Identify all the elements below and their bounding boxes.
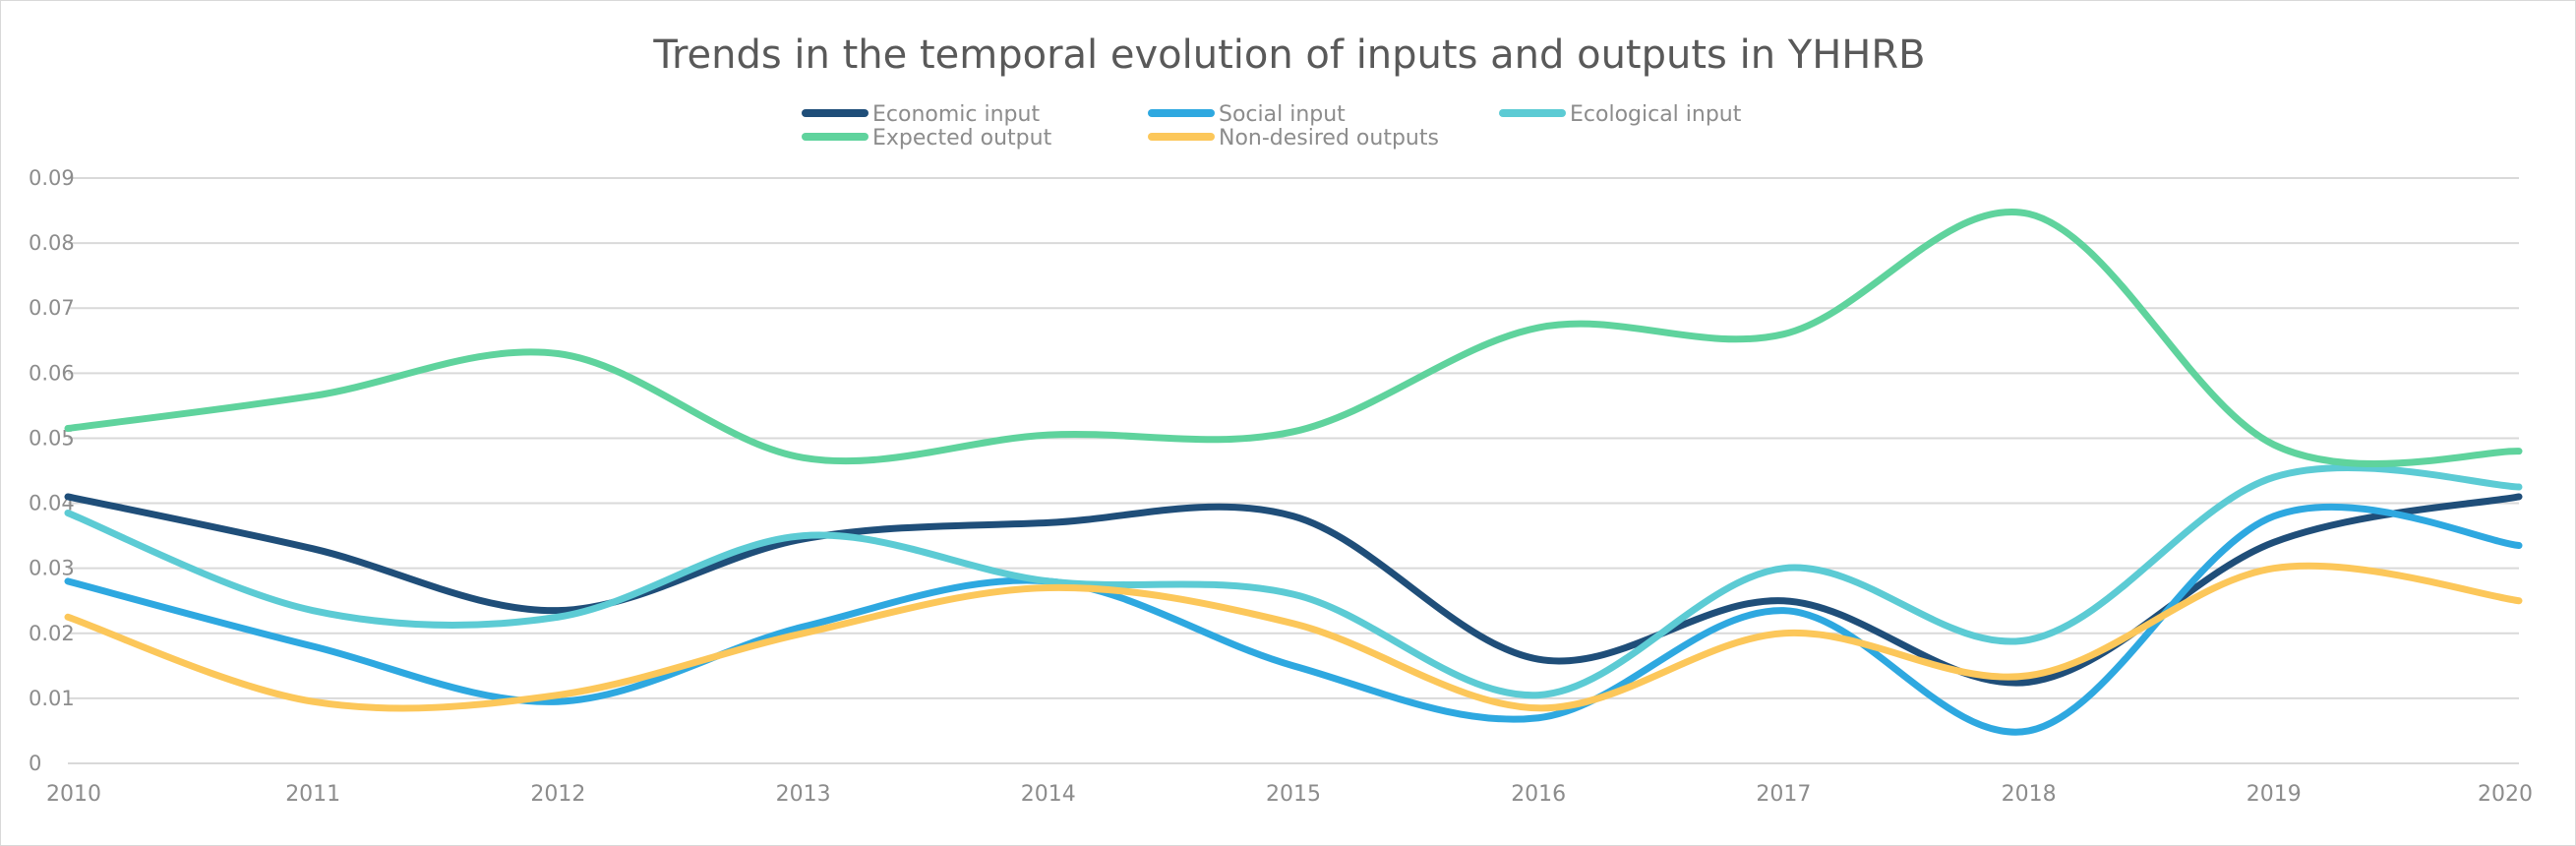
y-tick-label: 0.06: [29, 361, 75, 385]
legend: Economic input Social input Ecological inp…: [802, 102, 1742, 151]
series-line-non-desired-outputs: [64, 562, 2523, 712]
legend-label: Non-desired outputs: [1219, 126, 1439, 151]
y-tick-label: 0: [29, 752, 41, 775]
y-tick-label: 0.08: [29, 231, 75, 255]
series-lines: [64, 209, 2523, 736]
x-tick-label: 2015: [1266, 782, 1321, 807]
series-line-social-input: [64, 503, 2523, 736]
legend-label: Ecological input: [1570, 102, 1742, 127]
series-line-expected-output: [64, 209, 2523, 468]
x-tick-label: 2018: [2002, 782, 2057, 807]
legend-label: Expected output: [872, 126, 1052, 151]
legend-item[interactable]: Social input: [1148, 102, 1346, 127]
x-tick-label: 2019: [2247, 782, 2302, 807]
legend-label: Social input: [1219, 102, 1346, 127]
x-tick-label: 2011: [285, 782, 340, 807]
x-tick-label: 2016: [1511, 782, 1566, 807]
series-line-economic-input: [64, 493, 2523, 687]
gridlines: [68, 177, 2519, 764]
y-tick-label: 0.03: [29, 557, 75, 580]
x-tick-label: 2013: [776, 782, 831, 807]
x-axis: 2010 2011 2012 2013 2014 2015 2016 2017 2018 2019…: [46, 782, 2533, 807]
x-tick-label: 2017: [1756, 782, 1811, 807]
chart-title: Trends in the temporal evolution of inpu…: [652, 32, 1925, 78]
y-tick-label: 0.01: [29, 687, 75, 710]
x-tick-label: 2012: [530, 782, 585, 807]
series-line-ecological-input: [64, 463, 2523, 699]
x-tick-label: 2010: [46, 782, 101, 807]
legend-item[interactable]: Expected output: [802, 126, 1052, 151]
legend-item[interactable]: Economic input: [802, 102, 1040, 127]
legend-item[interactable]: Ecological input: [1499, 102, 1742, 127]
y-tick-label: 0.09: [29, 166, 75, 190]
y-axis: 00.010.020.030.040.050.060.070.080.09: [29, 166, 75, 775]
y-tick-label: 0.07: [29, 296, 75, 320]
legend-label: Economic input: [872, 102, 1040, 127]
legend-item[interactable]: Non-desired outputs: [1148, 126, 1439, 151]
x-tick-label: 2014: [1021, 782, 1076, 807]
y-tick-label: 0.02: [29, 622, 75, 645]
x-tick-label: 2020: [2478, 782, 2533, 807]
